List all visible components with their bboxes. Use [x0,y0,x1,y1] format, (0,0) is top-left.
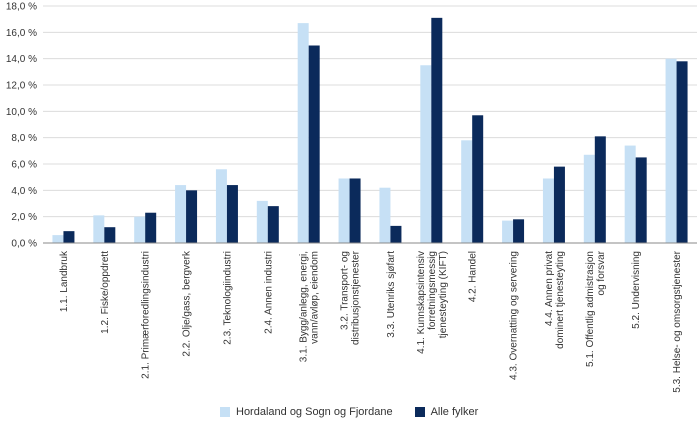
x-category-label-line: forretningsmessig [427,251,438,330]
x-category-label-line: 4.1. Kunnskapsintensiv [416,251,427,354]
bar-hordaland [624,145,636,243]
y-tick-label: 14,0 % [6,54,37,65]
x-category-label: 4.3. Overnatting og servering [509,251,520,380]
bar-hordaland [420,65,432,243]
x-category-label-line: 5.3. Helse- og omsorgstjenester [672,250,683,392]
y-tick-label: 4,0 % [11,186,37,197]
x-category-label-line: 2.4. Annen industri [263,251,274,334]
bar-alle-fylker [145,212,157,243]
x-category-label-line: vann/avløp, eiendom [310,251,321,344]
bar-alle-fylker [513,219,525,243]
x-axis-category-labels: 1.1. Landbruk 1.2. Fiske/oppdrett 2.1. Pri… [59,250,683,393]
y-tick-label: 2,0 % [11,212,37,223]
x-category-label-line: 1.2. Fiske/oppdrett [100,251,111,334]
x-category-label-line: 4.4. Annen privat [544,251,555,326]
bar-alle-fylker [104,227,116,243]
legend-label-hordaland: Hordaland og Sogn og Fjordane [236,406,393,418]
x-category-label-line: 3.1. Bygg/anlegg, energi, [299,251,310,362]
bar-hordaland [297,23,309,243]
bar-hordaland [583,154,595,243]
bar-hordaland [52,235,64,243]
bar-hordaland [502,220,514,243]
bar-alle-fylker [308,45,320,243]
bar-hordaland [542,178,554,243]
x-category-label: 2.1. Primærforedlingsindustri [141,251,152,379]
x-category-label: 5.1. Offentlig admistrasjon og forsvar [585,250,607,367]
bars [52,17,688,243]
x-category-label-line: og forsvar [596,250,607,295]
x-category-label: 3.1. Bygg/anlegg, energi, vann/avløp, eie… [299,251,321,362]
bar-hordaland [461,140,473,243]
bar-hordaland [379,187,391,243]
x-category-label-line: 3.2. Transport- og [340,251,351,330]
x-category-label-line: 1.1. Landbruk [59,250,70,312]
x-category-label: 2.2. Olje/gass, bergverk [182,250,193,357]
legend-item-alle-fylker: Alle fylker [414,406,479,418]
y-tick-label: 10,0 % [6,107,37,118]
legend-swatch-alle-fylker [414,407,425,417]
x-category-label-line: tjenesteyting (KIFT) [438,251,449,338]
legend: Hordaland og Sogn og Fjordane Alle fylke… [220,404,500,420]
gridlines [43,5,697,218]
x-category-label: 1.1. Landbruk [59,250,70,312]
legend-item-hordaland: Hordaland og Sogn og Fjordane [220,406,393,418]
x-category-label: 4.2. Handel [468,251,479,302]
bar-hordaland [338,178,350,243]
x-category-label: 3.3. Utenriks sjøfart [386,251,397,338]
bar-alle-fylker [63,231,75,243]
x-category-label-line: 2.1. Primærforedlingsindustri [141,251,152,379]
bar-alle-fylker [267,206,279,243]
x-category-label: 4.1. Kunnskapsintensiv forretningsmessig t… [416,251,449,354]
bar-alle-fylker [594,136,606,243]
x-category-label: 5.2. Undervisning [631,251,642,329]
y-axis-tick-labels: 0,0 % 2,0 % 4,0 % 6,0 % 8,0 % 10,0 % 12,0 % 14,… [6,2,37,250]
y-tick-label: 8,0 % [11,133,37,144]
x-category-label: 2.3. Teknologiindustri [222,251,233,345]
x-category-label: 3.2. Transport- og distribusjonstjenester [340,250,362,345]
y-tick-label: 18,0 % [6,2,37,13]
x-category-label-line: 2.3. Teknologiindustri [222,251,233,345]
bar-alle-fylker [186,190,198,243]
bar-alle-fylker [349,178,361,243]
bar-alle-fylker [676,61,688,243]
bar-alle-fylker [635,157,647,243]
y-tick-label: 6,0 % [11,160,37,171]
bar-hordaland [134,216,146,243]
bar-alle-fylker [553,166,565,243]
y-tick-label: 12,0 % [6,81,37,92]
legend-label-alle-fylker: Alle fylker [430,406,479,418]
bar-hordaland [215,169,227,243]
bar-hordaland [256,200,268,243]
legend-swatch-hordaland [220,407,230,417]
x-category-label-line: 5.2. Undervisning [631,251,642,329]
x-category-label-line: 4.2. Handel [468,251,479,302]
bar-hordaland [175,185,187,243]
x-category-label: 2.4. Annen industri [263,251,274,334]
x-category-label-line: 3.3. Utenriks sjøfart [386,251,397,338]
bar-alle-fylker [390,225,402,243]
bar-alle-fylker [431,17,443,243]
x-category-label-line: 5.1. Offentlig admistrasjon [585,251,596,367]
x-category-label-line: 2.2. Olje/gass, bergverk [182,250,193,357]
x-category-label: 4.4. Annen privat dominert tjenesteyting [544,251,566,349]
x-category-label: 5.3. Helse- og omsorgstjenester [672,250,683,392]
x-category-label-line: dominert tjenesteyting [555,251,566,349]
y-tick-label: 0,0 % [11,239,37,250]
y-tick-label: 16,0 % [6,28,37,39]
bar-chart: 0,0 % 2,0 % 4,0 % 6,0 % 8,0 % 10,0 % 12,0 % 14,… [6,2,697,393]
x-category-label-line: distribusjonstjenester [351,250,362,345]
bar-hordaland [665,58,677,243]
x-category-label-line: 4.3. Overnatting og servering [509,251,520,380]
bar-alle-fylker [226,185,238,243]
x-category-label: 1.2. Fiske/oppdrett [100,251,111,334]
bar-alle-fylker [472,115,484,243]
bar-hordaland [93,215,105,243]
